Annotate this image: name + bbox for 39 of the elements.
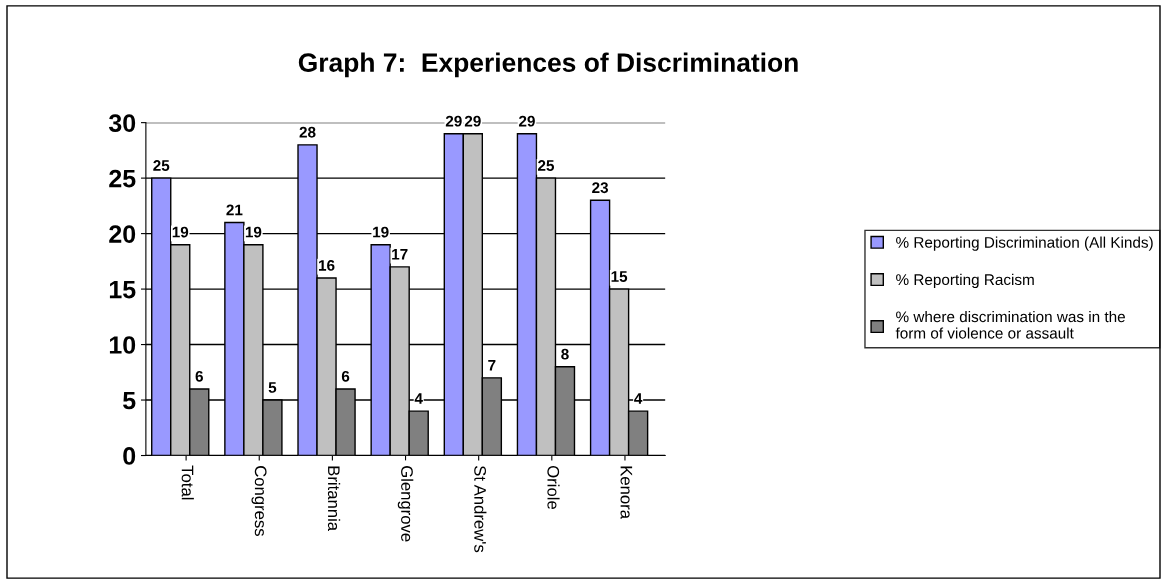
data-label: 29: [464, 115, 481, 127]
chart-title: Graph 7: Experiences of Discrimination: [298, 52, 798, 78]
x-tick-label: Oriole: [547, 466, 560, 509]
data-label: 29: [445, 115, 462, 127]
legend-label: % Reporting Racism: [896, 273, 1034, 289]
data-label: 19: [245, 226, 262, 238]
data-label: 4: [634, 393, 643, 404]
data-label: 6: [195, 370, 203, 382]
legend-label: % where discrimination was in the form of violence or assault: [895, 310, 1125, 339]
data-label: 16: [319, 259, 335, 271]
data-label: 4: [414, 393, 423, 404]
data-label: 17: [392, 249, 408, 260]
data-label: 8: [561, 348, 569, 360]
y-tick-label: 15: [109, 280, 136, 299]
data-label: 25: [153, 160, 170, 171]
data-label: 29: [518, 115, 535, 127]
y-tick-label: 30: [108, 114, 136, 132]
data-label: 6: [341, 370, 350, 382]
y-tick-label: 25: [109, 169, 136, 188]
y-tick-label: 5: [123, 391, 136, 410]
data-label: 5: [268, 382, 277, 393]
x-tick-label: St Andrew's: [474, 466, 487, 553]
data-label: 21: [226, 204, 243, 216]
data-label: 28: [299, 126, 316, 138]
x-tick-label: Total: [181, 465, 194, 500]
data-label: 15: [611, 271, 628, 282]
x-tick-label: Congress: [251, 466, 267, 536]
x-tick-label: Glengrove: [397, 466, 414, 542]
y-tick-label: 20: [109, 225, 136, 243]
y-tick-label: 0: [123, 447, 136, 465]
data-label: 25: [538, 160, 555, 171]
legend-label: % Reporting Discrimination (All Kinds): [896, 236, 1153, 251]
data-label: 7: [488, 360, 496, 371]
data-label: 19: [373, 226, 389, 238]
y-tick-label: 10: [109, 336, 136, 354]
data-label: 19: [172, 226, 189, 238]
x-tick-label: Kenora: [620, 466, 633, 519]
x-tick-label: Britannia: [327, 466, 341, 532]
data-label: 23: [592, 182, 609, 194]
